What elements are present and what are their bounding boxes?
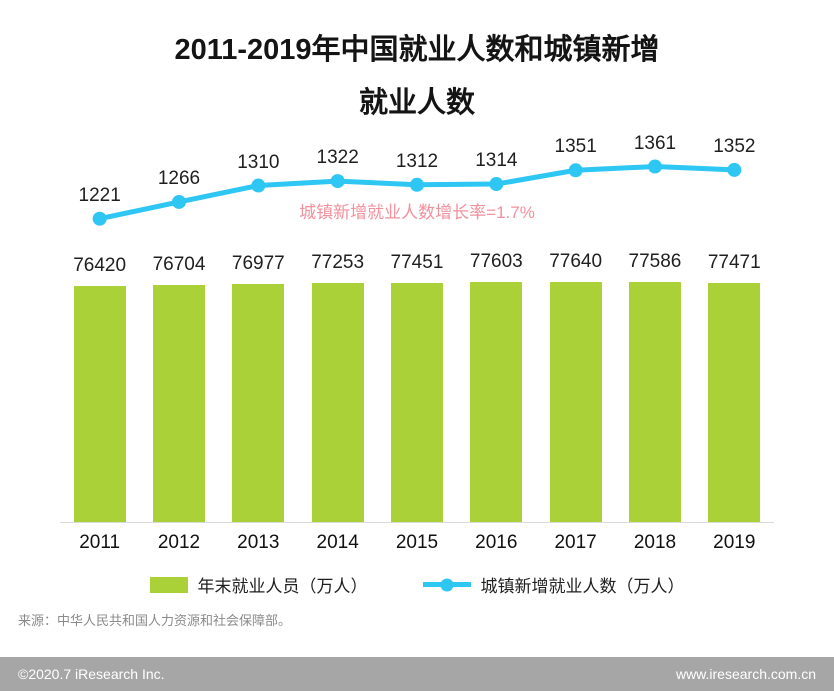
bar-value-label: 77451 xyxy=(390,252,444,273)
bar-column: 77253 xyxy=(298,246,377,522)
x-axis-label: 2014 xyxy=(316,532,359,553)
bar-value-label: 76977 xyxy=(231,253,285,274)
bar-value-label: 77640 xyxy=(549,251,603,272)
line-point xyxy=(172,194,186,209)
bar-legend-label: 年末就业人员（万人） xyxy=(197,577,368,596)
chart-area: 城镇新增就业人数增长率=1.7% 1221 1266 1310 1322 1312 131… xyxy=(60,132,774,554)
bar-column: 76704 xyxy=(139,246,218,522)
bar xyxy=(628,282,681,522)
line-value-label: 1351 xyxy=(554,136,597,158)
chart-title: 2011-2019年中国就业人数和城镇新增 就业人数 xyxy=(0,24,834,130)
x-axis-label: 2019 xyxy=(713,532,756,553)
bar-column: 77586 xyxy=(615,246,694,522)
bar-column: 77603 xyxy=(457,246,536,522)
line-series-band: 城镇新增就业人数增长率=1.7% 1221 1266 1310 1322 1312 131… xyxy=(60,132,774,246)
footer-bar: ©2020.7 iResearch Inc. www.iresearch.com… xyxy=(0,657,834,691)
line-chart-svg xyxy=(92,159,742,226)
line-point xyxy=(251,178,266,193)
chart-title-line2: 就业人数 xyxy=(358,87,475,119)
line-point xyxy=(648,159,662,174)
bar xyxy=(390,283,443,522)
bar-column: 76420 xyxy=(60,246,139,522)
line-value-label: 1310 xyxy=(237,151,280,173)
bar-value-label: 77253 xyxy=(311,252,365,273)
bar xyxy=(311,283,364,522)
line-value-label: 1221 xyxy=(78,184,121,206)
line-value-label: 1361 xyxy=(633,132,677,154)
bar-value-label: 77586 xyxy=(628,251,682,272)
bar-value-label: 77603 xyxy=(469,251,523,272)
source-note: 来源：中华人民共和国人力资源和社会保障部。 xyxy=(18,613,292,628)
line-point xyxy=(330,174,345,189)
line-point xyxy=(489,177,504,192)
line-point xyxy=(92,211,107,226)
footer-copyright: ©2020.7 iResearch Inc. xyxy=(18,666,165,682)
line-value-label: 1352 xyxy=(713,135,756,157)
line-point xyxy=(410,177,424,192)
line-value-label: 1266 xyxy=(157,167,201,189)
line-value-label: 1322 xyxy=(316,147,359,169)
bar-value-label: 77471 xyxy=(707,252,761,273)
line-value-label: 1314 xyxy=(475,150,518,172)
legend-bar-item: 年末就业人员（万人） xyxy=(149,572,368,597)
x-axis-label: 2018 xyxy=(633,532,677,553)
bar xyxy=(549,282,602,522)
bar-column: 77471 xyxy=(695,246,774,522)
bar xyxy=(232,284,285,522)
line-legend-dot-icon xyxy=(440,578,453,591)
line-legend-swatch xyxy=(422,578,471,591)
bar-legend-swatch xyxy=(149,576,188,593)
bar xyxy=(708,283,761,522)
chart-title-line1: 2011-2019年中国就业人数和城镇新增 xyxy=(174,34,660,66)
footer-url: www.iresearch.com.cn xyxy=(675,666,816,682)
x-axis-label: 2011 xyxy=(79,532,121,553)
x-axis-label: 2017 xyxy=(554,532,597,553)
bar-column: 77451 xyxy=(377,246,456,522)
bar xyxy=(73,286,126,522)
x-axis-label: 2015 xyxy=(395,532,439,553)
growth-annotation: 城镇新增就业人数增长率=1.7% xyxy=(299,203,535,222)
x-axis-label: 2012 xyxy=(157,532,201,553)
line-legend-label: 城镇新增就业人数（万人） xyxy=(480,577,685,596)
x-axis: 2011 2012 2013 2014 2015 2016 2017 2018 2019 xyxy=(60,532,774,554)
bar xyxy=(152,285,205,522)
bar-series: 76420 76704 76977 77253 77451 77603 77640 77586… xyxy=(60,246,774,523)
x-axis-label: 2013 xyxy=(237,532,280,553)
x-axis-label: 2016 xyxy=(475,532,518,553)
legend: 年末就业人员（万人） 城镇新增就业人数（万人） xyxy=(0,572,834,597)
bar-value-label: 76420 xyxy=(73,255,127,276)
line-point xyxy=(568,163,583,178)
line-point xyxy=(727,162,742,177)
bar-value-label: 76704 xyxy=(152,254,206,275)
bar-column: 77640 xyxy=(536,246,615,522)
line-value-label: 1312 xyxy=(395,150,439,172)
bar-column: 76977 xyxy=(219,246,298,522)
legend-line-item: 城镇新增就业人数（万人） xyxy=(422,572,685,597)
bar xyxy=(470,282,523,522)
